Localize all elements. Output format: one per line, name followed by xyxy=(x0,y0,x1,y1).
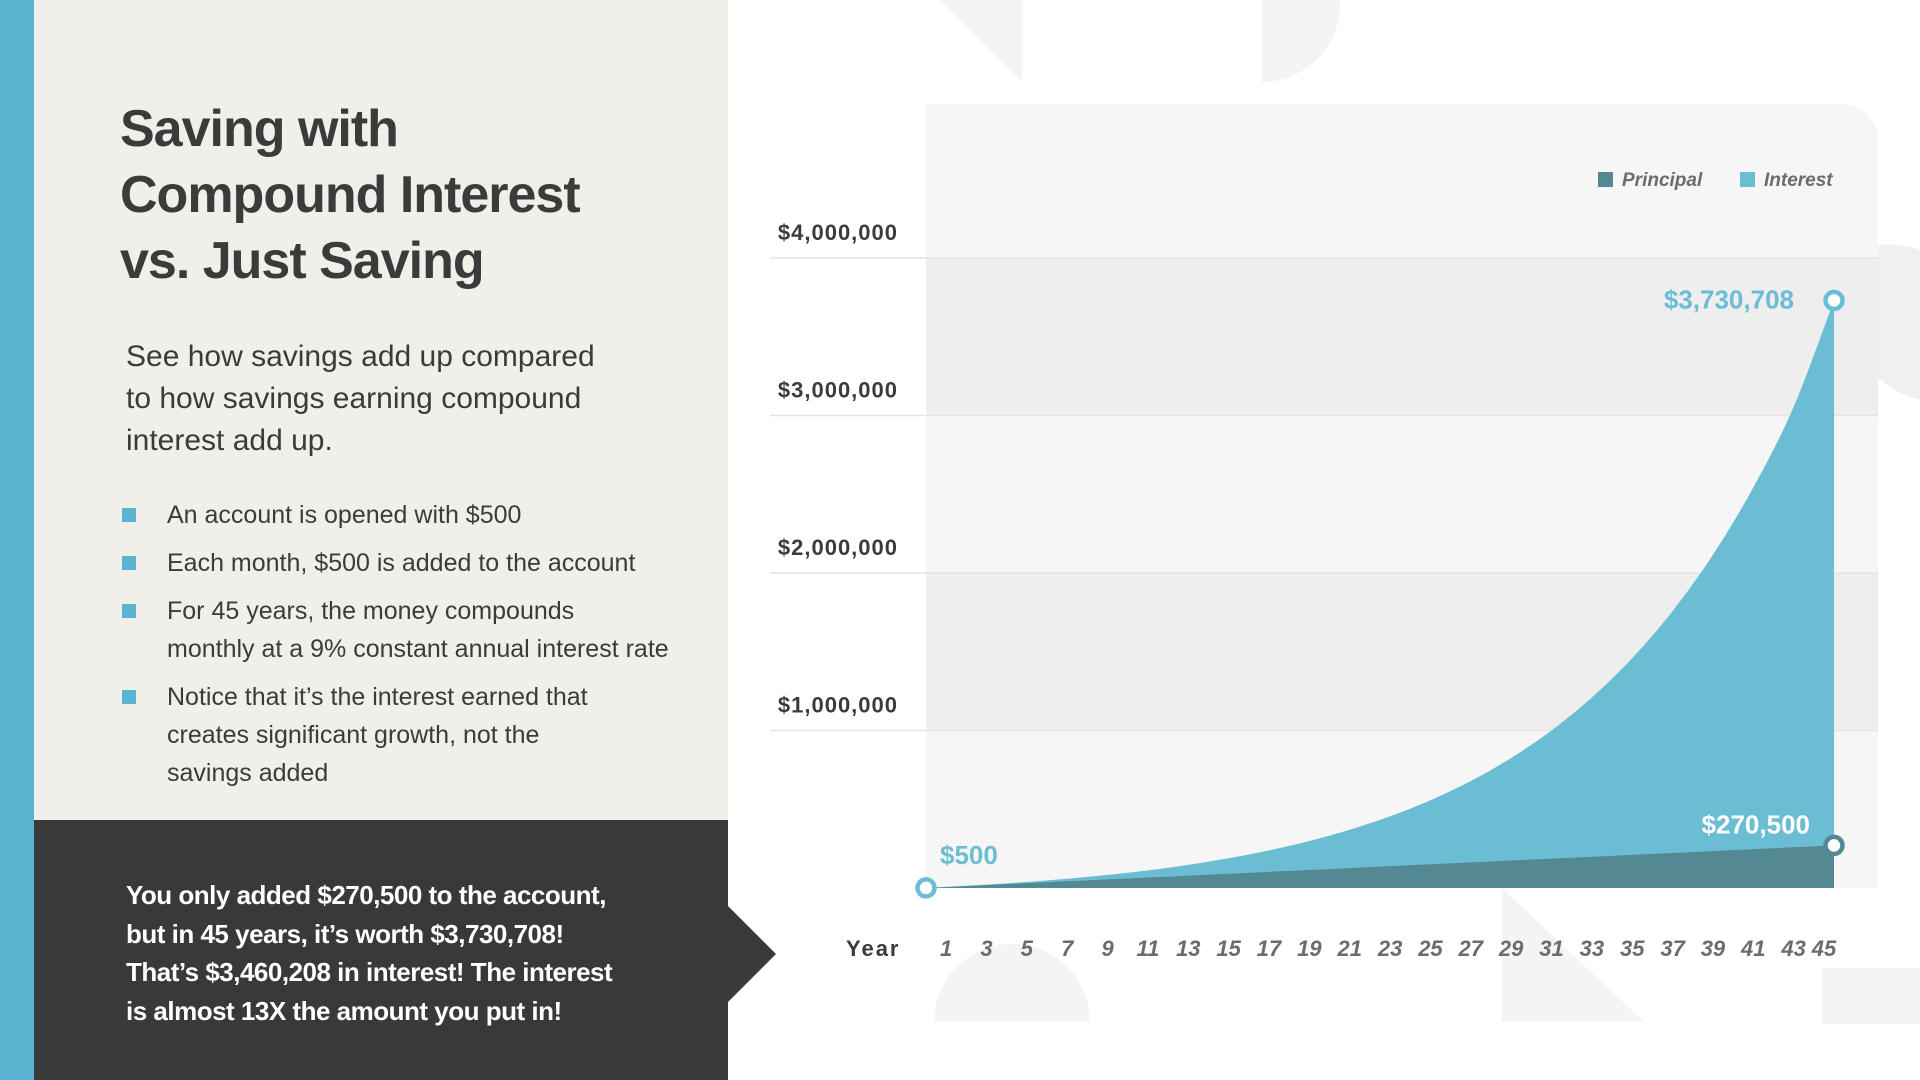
data-point-marker xyxy=(1823,289,1845,312)
bullet-line: creates significant growth, not the xyxy=(167,721,540,749)
x-tick-label: 33 xyxy=(1580,936,1604,961)
x-tick-label: 7 xyxy=(1061,936,1075,961)
bullet-line: savings added xyxy=(167,759,329,787)
x-tick-label: 3 xyxy=(980,936,992,961)
bullet-line: Each month, $500 is added to the account xyxy=(167,549,636,577)
decor-triangle xyxy=(1502,888,1644,1022)
summary-callout: You only added $270,500 to the account, … xyxy=(126,876,686,1030)
legend-swatch xyxy=(1740,172,1755,187)
bullet-item: Each month, $500 is added to the account xyxy=(122,544,702,582)
decor-half-circle xyxy=(934,944,1090,1022)
y-tick-label: $4,000,000 xyxy=(778,220,898,245)
legend-label: Interest xyxy=(1764,170,1833,191)
principal-area xyxy=(926,845,1834,888)
data-label: $3,730,708 xyxy=(1664,284,1794,314)
data-markers xyxy=(915,289,1845,899)
x-tick-label: 35 xyxy=(1620,936,1645,961)
data-annotations: $500 $3,730,708 $270,500 xyxy=(940,284,1810,870)
x-tick-label: 17 xyxy=(1257,936,1283,961)
x-tick-label: 9 xyxy=(1101,936,1114,961)
bullet-square-icon xyxy=(122,508,136,522)
bullet-item: For 45 years, the money compounds monthl… xyxy=(122,592,702,668)
callout-line: You only added $270,500 to the account, xyxy=(126,880,606,910)
title-line: Saving with xyxy=(120,100,399,158)
subtitle-line: See how savings add up compared xyxy=(126,340,595,373)
x-tick-label: 11 xyxy=(1137,936,1160,961)
legend-label: Principal xyxy=(1622,170,1703,191)
bullet-line: An account is opened with $500 xyxy=(167,501,522,529)
callout-arrow-icon xyxy=(728,906,776,1002)
bullet-item: An account is opened with $500 xyxy=(122,496,702,534)
bullet-line: monthly at a 9% constant annual interest… xyxy=(167,635,669,663)
bullet-line: For 45 years, the money compounds xyxy=(167,597,575,625)
x-axis-ticks: 1 3 5 7 9 11 13 15 17 19 21 23 25 27 29 31 33 35 37 39 41 43 4… xyxy=(940,936,1837,961)
bullet-square-icon xyxy=(122,556,136,570)
bullet-square-icon xyxy=(122,690,136,704)
page-subtitle: See how savings add up compared to how s… xyxy=(126,336,626,462)
info-panel xyxy=(34,0,728,820)
x-tick-label: 25 xyxy=(1417,936,1443,961)
chart-legend: Principal Interest xyxy=(1598,170,1833,191)
title-line: Compound Interest xyxy=(120,166,581,224)
interest-area xyxy=(926,300,1834,889)
bullet-list: An account is opened with $500 Each mont… xyxy=(122,496,702,802)
x-axis-label: Year xyxy=(846,936,901,961)
x-tick-label: 39 xyxy=(1701,936,1726,961)
summary-callout-box xyxy=(34,820,728,1080)
data-label: $270,500 xyxy=(1702,809,1810,839)
data-label: $500 xyxy=(940,840,998,870)
x-tick-label: 41 xyxy=(1740,936,1765,961)
x-tick-label: 31 xyxy=(1539,936,1563,961)
decor-quarter-circle xyxy=(1262,0,1340,82)
x-tick-label: 45 xyxy=(1811,936,1837,961)
data-point-marker xyxy=(915,877,937,899)
y-tick-label: $1,000,000 xyxy=(778,693,898,718)
subtitle-line: to how savings earning compound xyxy=(126,382,582,415)
x-tick-label: 29 xyxy=(1498,936,1524,961)
x-tick-label: 19 xyxy=(1297,936,1322,961)
x-tick-label: 43 xyxy=(1780,936,1805,961)
y-tick-label: $2,000,000 xyxy=(778,535,898,560)
x-tick-label: 15 xyxy=(1216,936,1241,961)
title-line: vs. Just Saving xyxy=(120,232,485,290)
decor-block xyxy=(1822,968,1920,1024)
bullet-square-icon xyxy=(122,604,136,618)
x-tick-label: 1 xyxy=(940,936,952,961)
y-axis-ticks: $4,000,000 $3,000,000 $2,000,000 $1,000,000 xyxy=(778,220,898,718)
y-tick-label: $3,000,000 xyxy=(778,378,898,403)
accent-stripe xyxy=(0,0,34,1080)
bullet-item: Notice that it’s the interest earned tha… xyxy=(122,678,702,792)
x-tick-label: 27 xyxy=(1458,936,1485,961)
legend-swatch xyxy=(1598,172,1613,187)
data-point-marker xyxy=(1823,834,1845,857)
x-tick-label: 13 xyxy=(1176,936,1200,961)
grid-band xyxy=(926,258,1878,416)
page-title: Saving with Compound Interest vs. Just S… xyxy=(120,96,680,294)
callout-line: but in 45 years, it’s worth $3,730,708! xyxy=(126,918,564,949)
decor-triangle xyxy=(940,0,1022,82)
bullet-line: Notice that it’s the interest earned tha… xyxy=(167,683,588,711)
callout-line: That’s $3,460,208 in interest! The inter… xyxy=(126,957,613,987)
x-tick-label: 37 xyxy=(1660,936,1686,961)
x-tick-label: 23 xyxy=(1377,936,1402,961)
subtitle-line: interest add up. xyxy=(126,424,333,457)
x-tick-label: 5 xyxy=(1021,936,1034,961)
callout-line: is almost 13X the amount you put in! xyxy=(126,995,562,1026)
x-tick-label: 21 xyxy=(1336,936,1361,961)
